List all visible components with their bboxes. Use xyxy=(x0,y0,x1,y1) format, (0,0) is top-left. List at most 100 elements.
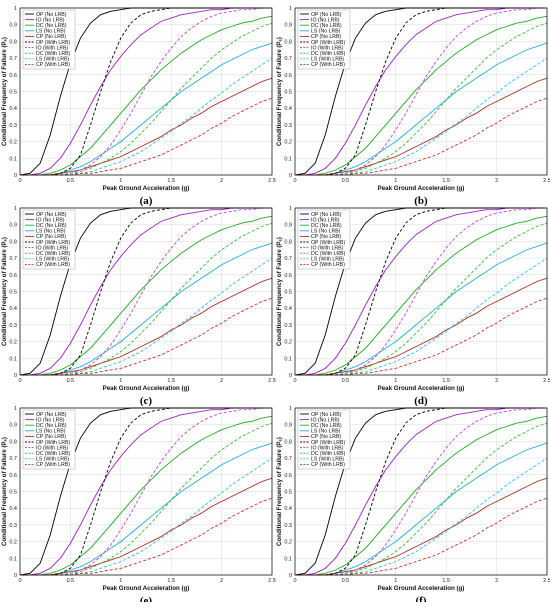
legend-entry: IO (With LRB) xyxy=(36,45,69,51)
x-tick-label: 2 xyxy=(495,378,498,384)
y-tick-label: 0.9 xyxy=(9,423,17,429)
y-tick-label: 0 xyxy=(289,373,292,379)
legend-entry: DC (No LRB) xyxy=(36,423,67,429)
legend-entry: LS (No LRB) xyxy=(311,429,341,435)
y-tick-label: 1 xyxy=(289,406,292,412)
axes-frame xyxy=(294,7,548,176)
y-tick-label: 0.7 xyxy=(9,456,17,462)
y-tick-label: 0.8 xyxy=(9,439,17,445)
legend-entry: DC (With LRB) xyxy=(311,251,346,257)
legend-entry: LS (No LRB) xyxy=(36,29,66,35)
legend-entry: DC (No LRB) xyxy=(36,223,67,229)
series-line-5 xyxy=(295,77,548,176)
y-tick-label: 0.4 xyxy=(284,506,292,512)
axes-frame xyxy=(19,407,273,576)
y-tick-label: 1 xyxy=(14,6,17,12)
legend-entry: DC (With LRB) xyxy=(36,51,71,57)
series-line-6 xyxy=(20,207,272,376)
y-tick-label: 0.9 xyxy=(284,23,292,29)
y-axis-label: Conditional Frequency of Failure (Pₑ) xyxy=(1,437,8,546)
y-tick-label: 0 xyxy=(14,573,17,579)
y-tick-label: 1 xyxy=(14,206,17,212)
y-tick-label: 0.6 xyxy=(9,473,17,479)
legend-entry: IO (No LRB) xyxy=(36,217,65,223)
y-tick-label: 1 xyxy=(289,6,292,12)
x-tick-label: 0 xyxy=(293,378,296,384)
x-tick-label: 0 xyxy=(18,578,21,584)
x-axis-label: Peak Ground Acceleration (g) xyxy=(378,385,465,392)
y-tick-label: 0 xyxy=(289,573,292,579)
y-tick-label: 0.4 xyxy=(284,306,292,312)
legend-entry: IO (No LRB) xyxy=(311,17,340,23)
y-tick-label: 0.6 xyxy=(9,73,17,79)
legend-entry: LS (With LRB) xyxy=(311,457,344,463)
legend-entry: CP (With LRB) xyxy=(311,62,345,68)
series-line-5 xyxy=(20,77,273,176)
x-tick-label: 1.5 xyxy=(167,378,175,384)
legend-entry: DC (With LRB) xyxy=(311,51,346,57)
y-tick-label: 0 xyxy=(14,173,17,179)
y-tick-label: 0.1 xyxy=(9,556,17,562)
legend-entry: LS (No LRB) xyxy=(36,229,66,235)
x-tick-label: 0.5 xyxy=(342,178,350,184)
legend-entry: LS (No LRB) xyxy=(311,29,341,35)
panel-label: (c) xyxy=(140,395,153,407)
y-tick-label: 0.4 xyxy=(9,106,17,112)
y-tick-label: 0.2 xyxy=(284,540,292,546)
legend-entry: LS (With LRB) xyxy=(36,257,69,263)
legend-entry: IO (With LRB) xyxy=(311,45,344,51)
legend-entry: DC (No LRB) xyxy=(311,223,342,229)
legend-entry: OP (No LRB) xyxy=(36,12,67,18)
x-tick-label: 2 xyxy=(495,578,498,584)
y-tick-label: 0.5 xyxy=(9,290,17,296)
y-tick-label: 0.9 xyxy=(9,23,17,29)
x-axis-label: Peak Ground Acceleration (g) xyxy=(103,585,190,592)
x-tick-label: 2.5 xyxy=(268,378,276,384)
chart-panel-2: 0 0.5 1 1.5 2 2.5 0 0.1 0.2 0.3 0.4 0.5 0.6 0.7 0.8 0.9… xyxy=(276,6,550,207)
legend-entry: IO (With LRB) xyxy=(311,245,344,251)
y-tick-label: 0.8 xyxy=(284,439,292,445)
series-line-5 xyxy=(20,477,273,576)
y-tick-label: 0.1 xyxy=(284,156,292,162)
y-tick-label: 0.4 xyxy=(9,506,17,512)
axes-frame xyxy=(294,207,548,376)
chart-panel-6: 0 0.5 1 1.5 2 2.5 0 0.1 0.2 0.3 0.4 0.5 0.6 0.7 0.8 0.9… xyxy=(276,406,550,607)
legend-entry: LS (No LRB) xyxy=(36,429,66,435)
legend-entry: LS (With LRB) xyxy=(36,57,69,63)
x-tick-label: 2 xyxy=(495,178,498,184)
x-axis-label: Peak Ground Acceleration (g) xyxy=(103,185,190,192)
y-tick-label: 0.8 xyxy=(284,39,292,45)
x-axis-label: Peak Ground Acceleration (g) xyxy=(378,185,465,192)
x-tick-label: 1.5 xyxy=(442,378,450,384)
x-tick-label: 1 xyxy=(394,378,397,384)
y-tick-label: 0.3 xyxy=(9,123,17,129)
y-tick-label: 0.6 xyxy=(284,473,292,479)
y-tick-label: 0.6 xyxy=(9,273,17,279)
y-tick-label: 0.5 xyxy=(9,490,17,496)
y-tick-label: 0.7 xyxy=(284,56,292,62)
x-tick-label: 1 xyxy=(394,178,397,184)
x-tick-label: 1 xyxy=(119,578,122,584)
legend-entry: IO (With LRB) xyxy=(36,245,69,251)
legend-entry: CP (With LRB) xyxy=(311,462,345,468)
legend-entry: CP (No LRB) xyxy=(311,34,341,40)
x-tick-label: 1 xyxy=(119,178,122,184)
y-tick-label: 0.2 xyxy=(9,540,17,546)
legend-entry: IO (With LRB) xyxy=(36,445,69,451)
x-tick-label: 0.5 xyxy=(342,578,350,584)
legend-entry: DC (With LRB) xyxy=(311,451,346,457)
x-tick-label: 2.5 xyxy=(543,378,550,384)
y-tick-label: 0.9 xyxy=(284,223,292,229)
x-tick-label: 0 xyxy=(293,578,296,584)
legend-entry: OP (No LRB) xyxy=(36,212,67,218)
y-tick-label: 0.5 xyxy=(284,290,292,296)
panel-label: (b) xyxy=(414,195,428,207)
x-tick-label: 2.5 xyxy=(268,178,276,184)
x-axis-label: Peak Ground Acceleration (g) xyxy=(103,385,190,392)
x-tick-label: 0.5 xyxy=(342,378,350,384)
legend-entry: OP (No LRB) xyxy=(311,412,342,418)
legend-entry: IO (With LRB) xyxy=(311,445,344,451)
chart-panel-4: 0 0.5 1 1.5 2 2.5 0 0.1 0.2 0.3 0.4 0.5 0.6 0.7 0.8 0.9… xyxy=(276,206,550,407)
